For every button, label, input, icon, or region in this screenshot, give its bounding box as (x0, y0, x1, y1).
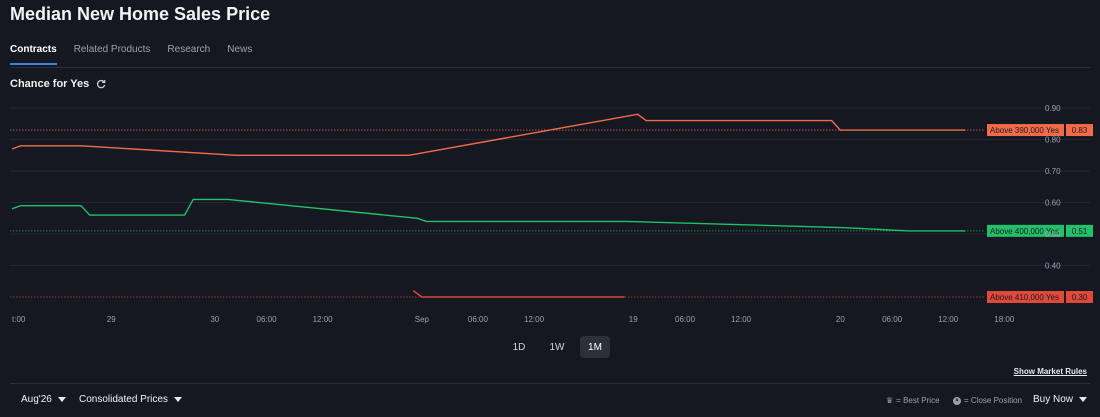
series-line-2[interactable] (412, 290, 625, 298)
series-name: Above 390,000 Yes (990, 126, 1059, 135)
page-title: Median New Home Sales Price (10, 4, 271, 24)
buy-now-dropdown[interactable]: Buy Now (1033, 394, 1088, 405)
series-last-value: 0.51 (1072, 227, 1088, 236)
tab-divider (10, 67, 1090, 68)
series-name: Above 400,000 Yes (990, 227, 1059, 236)
y-tick-label: 0.80 (1045, 136, 1061, 145)
x-tick-label: Sep (415, 315, 430, 324)
x-tick-label: 06:00 (675, 315, 696, 324)
series-line-1[interactable] (11, 198, 966, 232)
range-1d-button[interactable]: 1D (512, 341, 526, 353)
x-tick-label: 06:00 (882, 315, 903, 324)
buy-now-label: Buy Now (1033, 394, 1074, 405)
series-value-badge (1066, 291, 1093, 303)
footer-divider (10, 383, 1090, 384)
tab-news[interactable]: News (227, 44, 253, 55)
x-tick-label: 12:00 (524, 315, 545, 324)
chevron-down-icon (1079, 397, 1088, 402)
y-tick-label: 0.40 (1045, 262, 1061, 271)
x-tick-label: 06:00 (257, 315, 278, 324)
close-circle-icon: × (953, 396, 961, 405)
x-tick-label: 19 (629, 315, 638, 324)
close-position-legend-text: = Close Position (964, 396, 1023, 405)
contract-month-dropdown[interactable]: Aug'26 (21, 394, 66, 405)
crown-icon: ♛ (886, 396, 894, 405)
x-tick-label: 29 (107, 315, 116, 324)
tab-contracts[interactable]: Contracts (10, 44, 57, 65)
series-name: Above 410,000 Yes (990, 293, 1059, 302)
x-tick-label: 20 (836, 315, 845, 324)
series-last-value: 0.30 (1072, 293, 1088, 302)
y-tick-label: 0.50 (1045, 230, 1061, 239)
x-tick-label: t:00 (12, 315, 26, 324)
series-name-badge (987, 224, 1064, 237)
range-1m-button[interactable]: 1M (580, 336, 610, 358)
chart-header: Chance for Yes (10, 78, 106, 90)
chevron-down-icon (57, 397, 66, 402)
range-1w-button[interactable]: 1W (549, 341, 565, 353)
y-tick-label: 0.90 (1045, 104, 1061, 113)
x-tick-label: 12:00 (938, 315, 959, 324)
time-range-selector: 1D 1W 1M (504, 336, 610, 358)
x-tick-label: 18:00 (994, 315, 1015, 324)
best-price-legend-text: = Best Price (896, 396, 940, 405)
tab-related-products[interactable]: Related Products (73, 44, 151, 55)
price-mode-dropdown[interactable]: Consolidated Prices (79, 394, 182, 405)
show-market-rules-link[interactable]: Show Market Rules (1013, 367, 1087, 376)
series-label-2: Above 410,000 Yes 0.30 (987, 291, 1093, 303)
best-price-legend: ♛ = Best Price (886, 396, 940, 405)
tab-bar: Contracts Related Products Research News (10, 44, 252, 65)
series-name-badge (987, 124, 1064, 137)
series-last-value: 0.83 (1072, 126, 1088, 135)
price-mode-label: Consolidated Prices (79, 394, 168, 405)
series-value-badge (1066, 224, 1093, 237)
y-tick-label: 0.70 (1045, 167, 1061, 176)
series-line-0[interactable] (11, 113, 966, 156)
close-position-legend: × = Close Position (953, 396, 1022, 405)
series-name-badge (987, 291, 1064, 303)
x-tick-label: 06:00 (468, 315, 489, 324)
footer-bar: Aug'26 Consolidated Prices ♛ = Best Pric… (0, 390, 1100, 412)
refresh-icon[interactable] (96, 79, 106, 89)
x-tick-label: 12:00 (313, 315, 334, 324)
chance-for-yes-label: Chance for Yes (10, 78, 90, 90)
series-label-0: Above 390,000 Yes 0.83 (987, 124, 1093, 137)
x-tick-label: 30 (210, 315, 219, 324)
x-tick-label: 12:00 (731, 315, 752, 324)
contract-month-label: Aug'26 (21, 394, 52, 405)
series-label-1: Above 400,000 Yes 0.51 (987, 224, 1093, 237)
y-tick-label: 0.60 (1045, 199, 1061, 208)
series-value-badge (1066, 124, 1093, 137)
chevron-down-icon (173, 397, 182, 402)
tab-research[interactable]: Research (167, 44, 211, 55)
